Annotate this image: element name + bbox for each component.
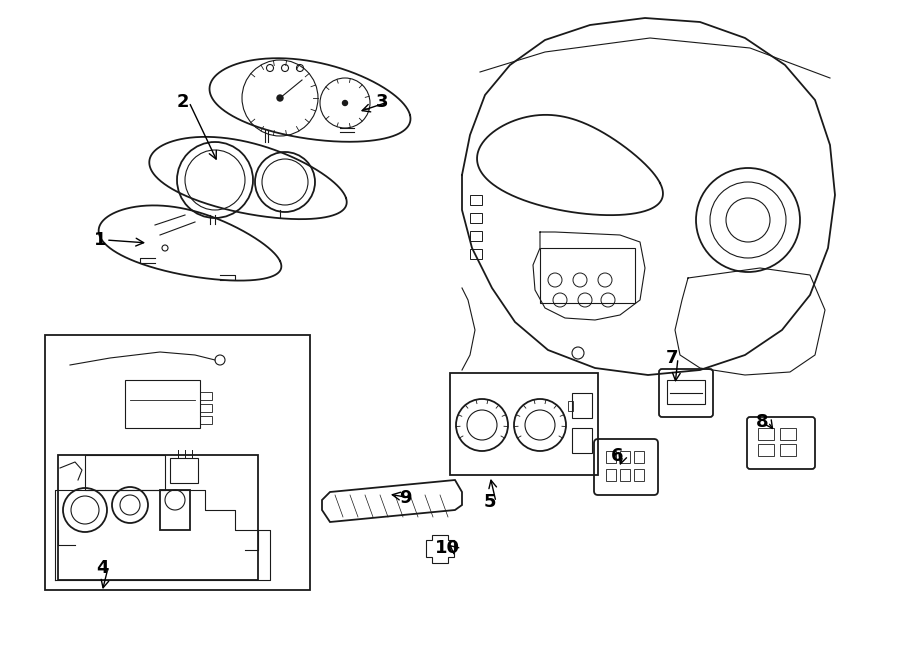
Bar — [634, 469, 644, 481]
Bar — [470, 213, 482, 223]
Text: 10: 10 — [435, 539, 460, 557]
Text: 1: 1 — [94, 231, 106, 249]
Bar — [470, 231, 482, 241]
Text: 4: 4 — [95, 559, 108, 577]
Text: 3: 3 — [376, 93, 388, 111]
Bar — [758, 444, 774, 456]
Bar — [540, 248, 635, 303]
Text: 5: 5 — [484, 493, 496, 511]
Bar — [606, 469, 616, 481]
Bar — [606, 451, 616, 463]
Bar — [125, 380, 200, 428]
Bar — [568, 401, 573, 411]
Bar — [200, 404, 212, 412]
Bar — [200, 392, 212, 400]
Circle shape — [343, 100, 347, 106]
Text: 9: 9 — [399, 489, 411, 507]
Bar — [470, 195, 482, 205]
Bar — [780, 444, 796, 456]
Bar — [45, 335, 310, 590]
Bar — [634, 451, 644, 463]
Bar — [620, 469, 630, 481]
Text: 2: 2 — [176, 93, 189, 111]
Text: 8: 8 — [756, 413, 769, 431]
Text: 7: 7 — [666, 349, 679, 367]
Bar — [572, 393, 592, 418]
Bar — [620, 451, 630, 463]
Circle shape — [277, 95, 283, 101]
Bar — [667, 380, 705, 404]
Text: 6: 6 — [611, 447, 623, 465]
Bar — [85, 455, 165, 490]
Bar — [758, 428, 774, 440]
Bar — [200, 416, 212, 424]
Bar — [160, 490, 190, 530]
Bar — [58, 455, 258, 580]
Bar — [780, 428, 796, 440]
Bar — [170, 458, 198, 483]
Bar — [450, 373, 598, 475]
Bar — [470, 249, 482, 259]
Bar — [572, 428, 592, 453]
